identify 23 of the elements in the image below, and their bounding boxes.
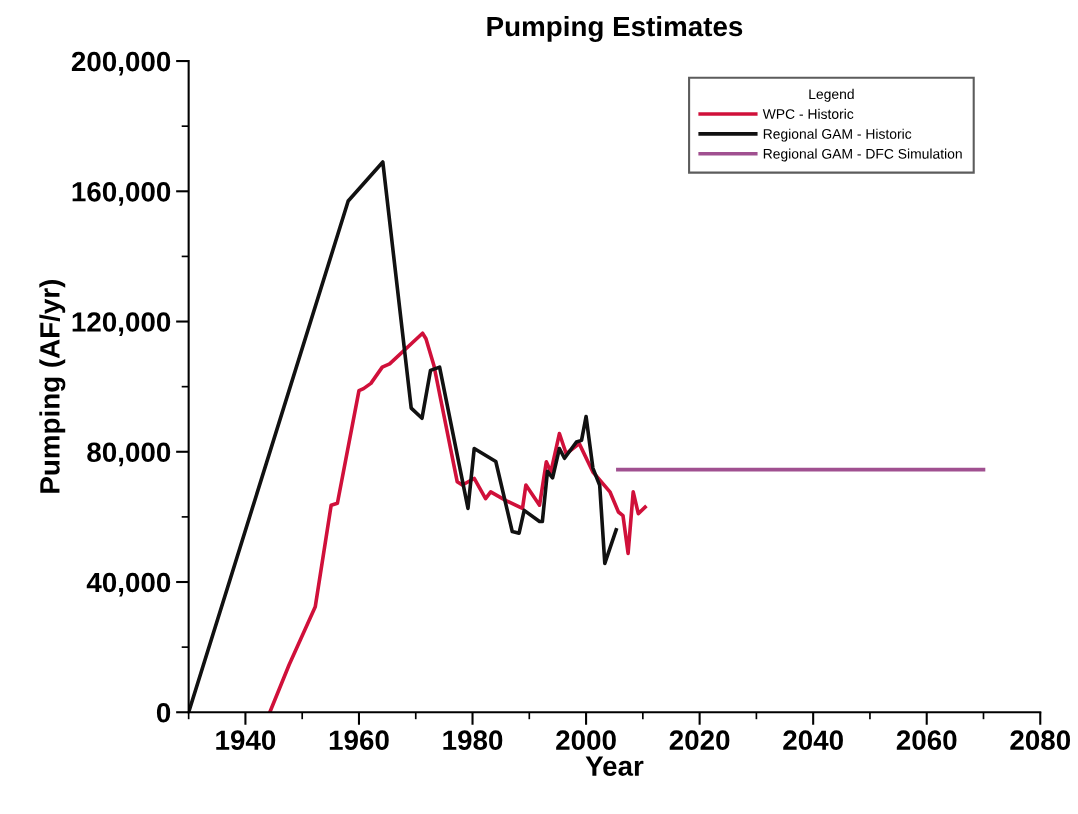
y-tick-label: 200,000 bbox=[71, 51, 171, 76]
x-tick-label: 2000 bbox=[556, 730, 616, 751]
x-axis-title: Year bbox=[585, 756, 644, 776]
x-tick-label: 2040 bbox=[783, 730, 843, 751]
y-tick-label: 0 bbox=[156, 702, 171, 723]
x-tick-label: 2060 bbox=[896, 730, 957, 751]
y-tick-label: 160,000 bbox=[72, 181, 171, 206]
x-tick-label: 2020 bbox=[669, 730, 730, 751]
x-tick-label: 1940 bbox=[216, 730, 276, 751]
chart-title: Pumping Estimates bbox=[487, 15, 743, 42]
x-tick-label: 1960 bbox=[329, 730, 389, 751]
legend-label: WPC - Historic bbox=[762, 108, 854, 119]
line-series bbox=[188, 160, 618, 713]
legend-label: Regional GAM - Historic bbox=[763, 128, 912, 142]
legend-title: Legend bbox=[809, 88, 854, 102]
legend-label: Regional GAM - DFC Simulation bbox=[763, 148, 962, 162]
x-tick-label: 1980 bbox=[443, 730, 503, 751]
y-tick-label: 120,000 bbox=[72, 312, 171, 336]
x-tick-label: 2080 bbox=[1010, 730, 1071, 751]
line-series bbox=[268, 331, 647, 713]
y-tick-label: 40,000 bbox=[86, 572, 171, 597]
y-axis-title: Pumping (AF/yr) bbox=[39, 280, 66, 493]
y-tick-label: 80,000 bbox=[87, 442, 171, 467]
